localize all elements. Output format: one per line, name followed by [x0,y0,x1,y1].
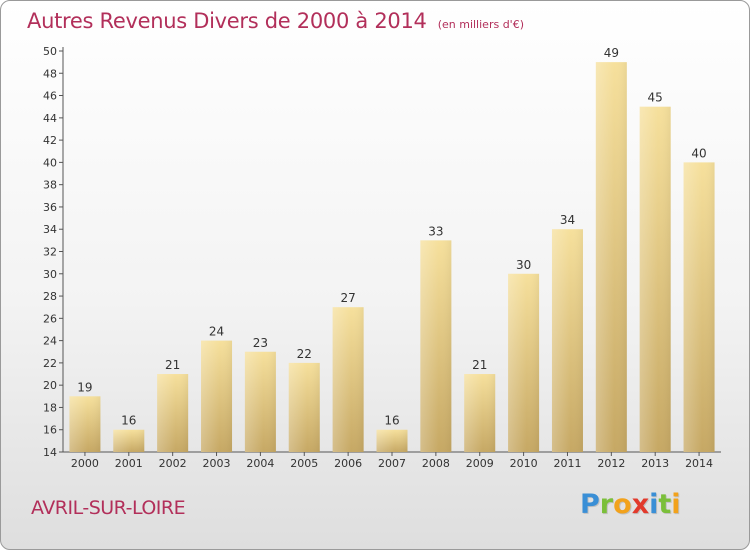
data-label: 21 [165,358,180,372]
data-label: 33 [428,224,443,238]
x-tick-label: 2006 [334,457,362,470]
data-label: 16 [121,414,136,428]
y-tick-label: 32 [43,246,57,259]
bar-highlight [244,351,276,452]
data-label: 30 [516,258,531,272]
logo-letter: o [613,489,632,520]
y-tick-label: 36 [43,201,57,214]
chart-title: Autres Revenus Divers de 2000 à 2014 [27,9,427,33]
data-label: 27 [340,291,355,305]
bar-highlight [551,229,583,452]
y-tick-label: 18 [43,401,57,414]
chart-subtitle: (en milliers d'€) [437,18,524,31]
x-tick-label: 2011 [553,457,581,470]
y-tick-label: 26 [43,312,57,325]
axes: 14 16 18 20 22 24 26 28 30 32 34 36 38 40 42 44 46 48 50 20… [43,45,721,470]
logo-letter: P [580,489,600,520]
bar-highlight [464,374,496,452]
x-tick-label: 2007 [378,457,406,470]
data-label: 22 [297,347,312,361]
x-tick-label: 2005 [290,457,318,470]
y-tick-label: 24 [43,335,57,348]
commune-name: AVRIL-SUR-LOIRE [31,497,186,519]
x-tick-label: 2010 [510,457,538,470]
y-tick-label: 30 [43,268,57,281]
bar-highlight [376,429,408,452]
bar-highlight [639,106,671,452]
logo-letter: i [649,489,659,520]
y-tick-label: 50 [43,45,57,58]
data-label: 40 [691,146,706,160]
proxiti-logo: Proxiti [580,489,681,520]
bar-highlight [69,396,101,452]
logo-letter: x [631,489,650,520]
x-tick-label: 2000 [71,457,99,470]
title-row: Autres Revenus Divers de 2000 à 2014 (en… [27,9,524,33]
x-tick-label: 2004 [246,457,274,470]
bar-highlight [157,374,189,452]
x-tick-label: 2012 [597,457,625,470]
x-tick-label: 2013 [641,457,669,470]
bar-highlight [508,273,540,452]
y-tick-label: 22 [43,357,57,370]
x-tick-label: 2014 [685,457,713,470]
y-tick-label: 44 [43,112,57,125]
data-label: 34 [560,213,575,227]
x-tick-label: 2001 [115,457,143,470]
bars [69,62,715,453]
bar-highlight [288,362,320,452]
x-tick-label: 2002 [159,457,187,470]
y-tick-label: 48 [43,67,57,80]
data-label: 16 [384,414,399,428]
logo-letter: i [671,489,681,520]
y-tick-label: 16 [43,424,57,437]
y-tick-label: 28 [43,290,57,303]
y-tick-label: 42 [43,134,57,147]
y-tick-label: 14 [43,446,57,459]
bar-highlight [420,240,452,452]
bar-highlight [683,162,715,452]
data-label: 49 [604,46,619,60]
logo-letter: t [658,489,672,520]
y-tick-label: 20 [43,379,57,392]
y-tick-label: 34 [43,223,57,236]
logo-letter: r [599,489,614,520]
x-tick-label: 2008 [422,457,450,470]
data-label: 45 [648,91,663,105]
data-label: 23 [253,336,268,350]
data-label: 19 [77,380,92,394]
bar-highlight [332,307,364,452]
y-tick-label: 38 [43,179,57,192]
x-tick-label: 2009 [466,457,494,470]
data-label: 24 [209,325,224,339]
bar-highlight [595,62,627,453]
y-tick-label: 40 [43,156,57,169]
x-tick-label: 2003 [203,457,231,470]
bar-highlight [201,340,233,452]
data-label: 21 [472,358,487,372]
data-labels: 19 16 21 24 23 22 27 16 33 21 30 34 49 45 40 [77,46,706,428]
bar-highlight [113,429,145,452]
y-tick-label: 46 [43,90,57,103]
